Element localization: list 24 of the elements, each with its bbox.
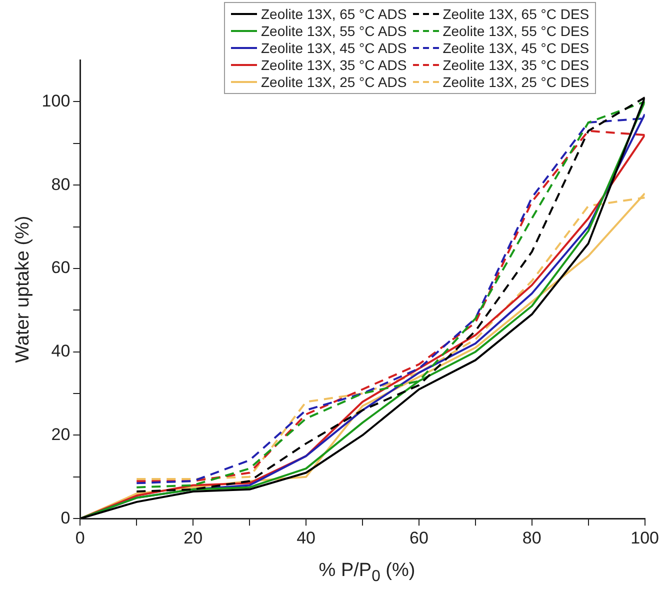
y-tick-label: 40 <box>51 342 70 361</box>
x-tick-label: 20 <box>184 528 203 548</box>
legend-label: Zeolite 13X, 55 °C DES <box>442 23 590 39</box>
y-axis-title: Water uptake (%) <box>12 216 34 363</box>
y-tick-label: 20 <box>51 424 70 444</box>
legend-label: Zeolite 13X, 25 °C DES <box>442 74 590 90</box>
x-tick-label: 60 <box>409 528 428 548</box>
x-tick-label: 100 <box>630 528 660 548</box>
legend-label: Zeolite 13X, 35 °C ADS <box>261 57 407 73</box>
x-tick-label: 80 <box>522 528 542 548</box>
x-axis-title: % P/P$_{0}$ (%) <box>318 560 416 586</box>
legend-label: Zeolite 13X, 65 °C DES <box>442 6 590 22</box>
legend-label: Zeolite 13X, 25 °C ADS <box>261 74 407 90</box>
legend-label: Zeolite 13X, 35 °C DES <box>442 57 590 73</box>
legend-label: Zeolite 13X, 45 °C ADS <box>261 40 407 56</box>
legend-label: Zeolite 13X, 55 °C ADS <box>261 23 407 39</box>
y-tick-label: 100 <box>42 91 70 110</box>
x-tick-label: 40 <box>296 528 316 548</box>
legend-label: Zeolite 13X, 65 °C ADS <box>261 6 407 22</box>
x-tick-label: 0 <box>75 528 85 548</box>
y-tick-label: 0 <box>60 508 70 528</box>
y-tick-label: 60 <box>51 258 70 278</box>
legend-label: Zeolite 13X, 45 °C DES <box>442 40 590 56</box>
y-tick-label: 80 <box>51 174 70 194</box>
